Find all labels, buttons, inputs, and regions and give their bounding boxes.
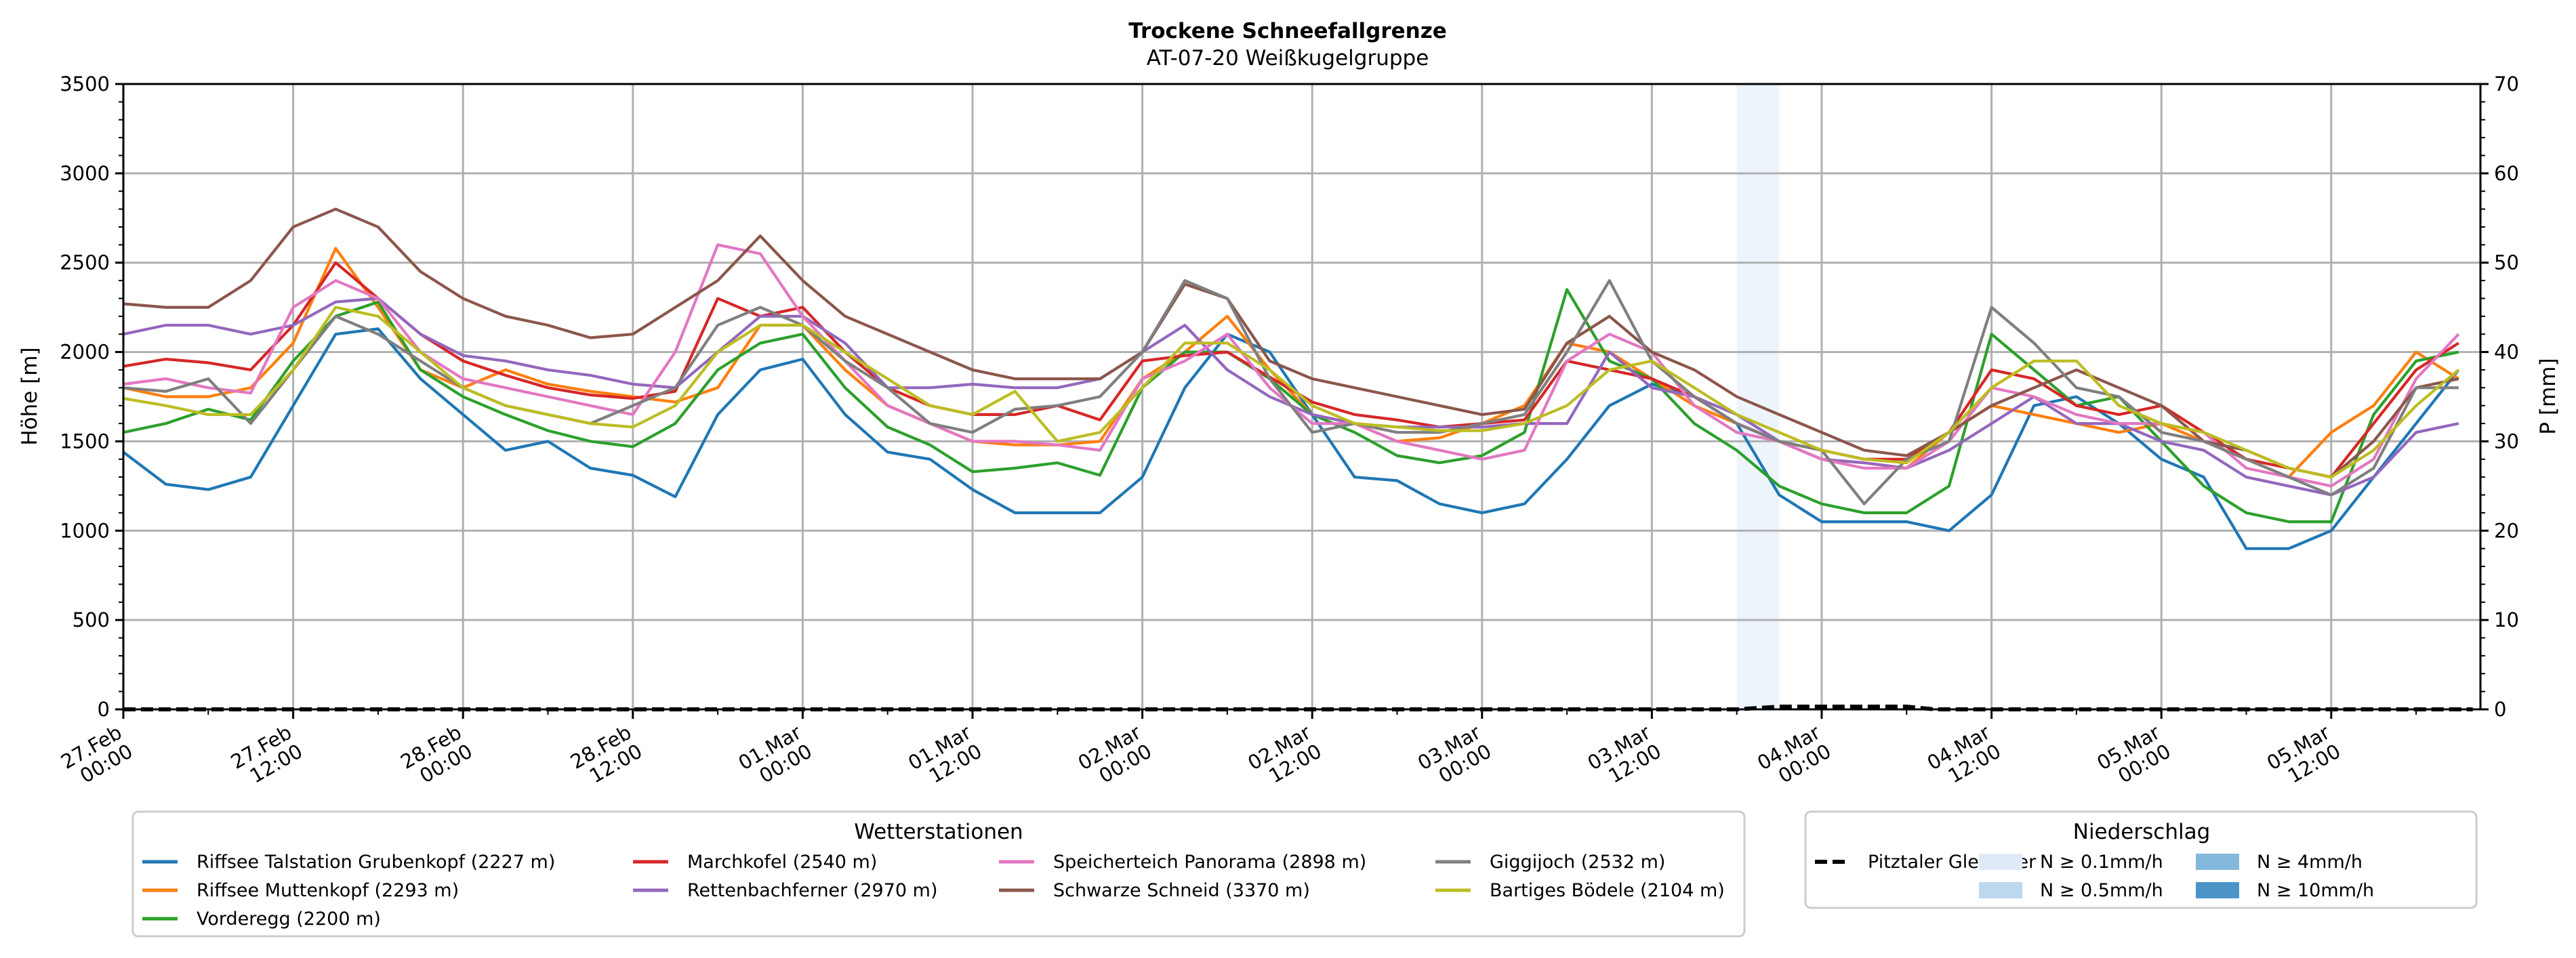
plot-frame bbox=[122, 83, 2482, 711]
y-tick-label: 500 bbox=[73, 608, 110, 631]
y-tick-label: 1500 bbox=[60, 430, 110, 453]
legend-precip-swatch bbox=[1979, 854, 2022, 870]
legend-stations-title: Wetterstationen bbox=[854, 820, 1023, 844]
legend-station-label: Riffsee Muttenkopf (2293 m) bbox=[197, 880, 459, 901]
legend-precip-swatch bbox=[2196, 882, 2239, 898]
y-right-tick-label: 60 bbox=[2494, 162, 2519, 185]
legend-precip-label: N ≥ 4mm/h bbox=[2257, 852, 2363, 873]
legend-precipitation-frame bbox=[1804, 810, 2478, 909]
legend-station-label: Marchkofel (2540 m) bbox=[687, 852, 877, 873]
legend-station-label: Riffsee Talstation Grubenkopf (2227 m) bbox=[197, 852, 555, 873]
y-right-tick-label: 20 bbox=[2494, 519, 2519, 542]
legend-precipitation-title: Niederschlag bbox=[2073, 820, 2211, 844]
legend-station-label: Bartiges Bödele (2104 m) bbox=[1490, 880, 1725, 901]
series-line bbox=[122, 327, 2460, 550]
series-lines bbox=[122, 207, 2460, 550]
series-line bbox=[123, 207, 2459, 479]
y-tick-label: 3500 bbox=[60, 72, 110, 96]
y-right-tick-label: 10 bbox=[2494, 608, 2519, 631]
legend-precip-label: N ≥ 10mm/h bbox=[2257, 880, 2374, 901]
legend-precipitation: Niederschlag Pitztaler Gletscher N ≥ 0.1… bbox=[1804, 810, 2478, 909]
y-tick-label: 3000 bbox=[60, 162, 110, 185]
axes: 0 500 1000 1500 2000 2500 3000 3500 0 10 20 30 40 50 6… bbox=[57, 72, 2519, 788]
legend-precip-swatch bbox=[2196, 854, 2239, 870]
y-right-tick-label: 0 bbox=[2494, 698, 2506, 721]
grid bbox=[123, 84, 2480, 709]
y-right-tick-label: 50 bbox=[2494, 251, 2519, 274]
y-tick-label: 2500 bbox=[60, 251, 110, 274]
series-line bbox=[123, 306, 2460, 479]
legend-station-label: Schwarze Schneid (3370 m) bbox=[1053, 880, 1310, 901]
legend-station-label: Speicherteich Panorama (2898 m) bbox=[1053, 852, 1366, 873]
series-line bbox=[123, 247, 2459, 479]
chart-title: Trockene Schneefallgrenze bbox=[1128, 19, 1447, 43]
y-tick-label: 2000 bbox=[60, 341, 110, 364]
y-axis-label: Höhe [m] bbox=[18, 347, 42, 445]
y-tick-label: 0 bbox=[98, 698, 110, 721]
legend-station-label: Giggijoch (2532 m) bbox=[1490, 852, 1665, 873]
legend-precip-label: N ≥ 0.5mm/h bbox=[2040, 880, 2163, 901]
chart-subtitle: AT-07-20 Weißkugelgruppe bbox=[1147, 46, 1429, 70]
y-right-tick-label: 30 bbox=[2494, 430, 2519, 453]
legend-precip-label: N ≥ 0.1mm/h bbox=[2040, 852, 2163, 873]
legend-stations: Wetterstationen Riffsee Talstation Grube… bbox=[131, 810, 1746, 938]
legend-stations-frame bbox=[131, 810, 1746, 938]
y-right-tick-label: 70 bbox=[2494, 72, 2519, 96]
legend-precip-swatch bbox=[1979, 882, 2022, 898]
precipitation-band bbox=[1736, 84, 1780, 709]
y-tick-label: 1000 bbox=[60, 519, 110, 542]
y-axis-label-right: P [mm] bbox=[2536, 358, 2560, 434]
y-right-tick-label: 40 bbox=[2494, 341, 2519, 364]
precipitation-bands bbox=[1736, 84, 1780, 709]
legend-station-label: Vorderegg (2200 m) bbox=[197, 909, 381, 930]
legend-station-label: Rettenbachferner (2970 m) bbox=[687, 880, 938, 901]
